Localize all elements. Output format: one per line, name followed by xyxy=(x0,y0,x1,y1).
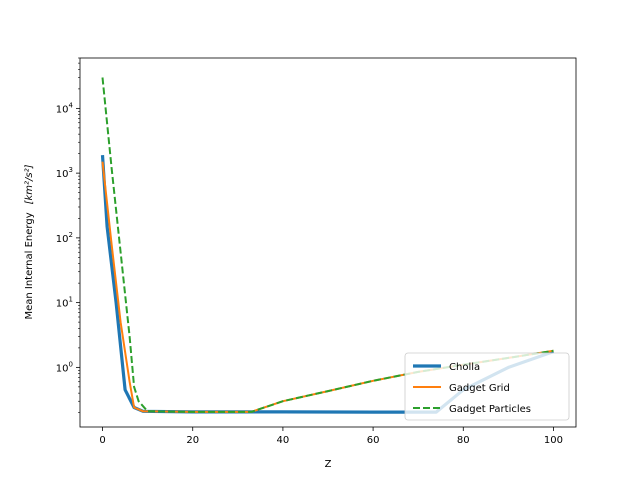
y-tick-label-base: 10 xyxy=(56,234,69,245)
x-tick-label: 60 xyxy=(367,435,380,446)
y-axis-label-unit: [km²/s²] xyxy=(24,164,35,204)
y-tick-label: 103 xyxy=(56,166,73,180)
x-axis: 0 20 40 60 80 100 xyxy=(99,427,563,446)
y-tick-label: 100 xyxy=(56,360,73,374)
legend: Cholla Gadget Grid Gadget Particles xyxy=(404,352,570,421)
y-tick-label-exp: 1 xyxy=(69,296,73,304)
x-axis-label: Z xyxy=(325,459,332,470)
y-tick-label: 104 xyxy=(56,101,74,115)
x-tick-label: 40 xyxy=(277,435,290,446)
y-tick-label-exp: 4 xyxy=(69,101,74,109)
y-axis-label: Mean Internal Energy [km²/s²] xyxy=(24,164,35,319)
y-tick-label: 102 xyxy=(56,231,73,245)
y-tick-label-exp: 2 xyxy=(69,231,73,239)
y-tick-label-base: 10 xyxy=(56,299,69,310)
y-tick-label-base: 10 xyxy=(56,169,69,180)
plot-frame xyxy=(79,57,577,428)
x-tick-label: 0 xyxy=(99,435,105,446)
legend-label: Gadget Grid xyxy=(449,383,510,394)
legend-label: Gadget Particles xyxy=(449,404,531,415)
y-tick-label: 101 xyxy=(56,296,73,310)
y-tick-label-exp: 0 xyxy=(69,360,73,368)
y-tick-label-base: 10 xyxy=(56,363,69,374)
x-tick-label: 100 xyxy=(544,435,563,446)
series-line-gadget-particles xyxy=(101,77,554,413)
legend-box xyxy=(404,352,570,421)
legend-label: Cholla xyxy=(449,362,480,373)
y-tick-label-base: 10 xyxy=(56,104,69,115)
y-tick-label-exp: 3 xyxy=(69,166,73,174)
x-tick-label: 20 xyxy=(186,435,199,446)
y-axis-label-main: Mean Internal Energy xyxy=(24,212,35,319)
x-tick-label: 80 xyxy=(457,435,470,446)
